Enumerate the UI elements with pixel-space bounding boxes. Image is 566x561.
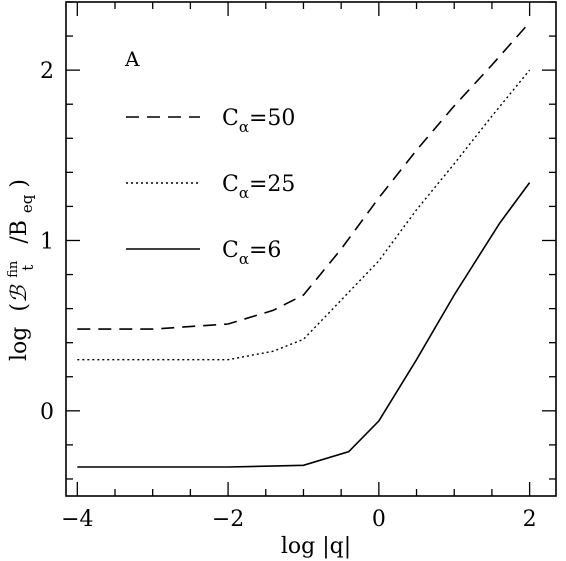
x-tick-label: −2 — [212, 507, 244, 532]
y-axis-label-prefix: log — [7, 327, 32, 361]
legend-entry-label: Cα=50 — [222, 106, 295, 136]
x-tick-label: −4 — [61, 507, 93, 532]
plot-frame — [65, 1, 557, 497]
panel-label: A — [124, 47, 140, 71]
y-tick-label: 2 — [40, 59, 54, 84]
legend-entry-label: Cα=25 — [222, 172, 295, 202]
x-axis-label: log |q| — [281, 534, 351, 559]
y-axis-label: log (ℬ fin t /B eq ) — [0, 179, 39, 361]
y-axis-label-divider-subscript: eq — [18, 194, 36, 213]
y-tick-label: 1 — [40, 229, 54, 254]
y-tick-label: 0 — [40, 400, 54, 425]
y-axis-label-symbol: ℬ — [7, 284, 32, 303]
x-tick-label: 2 — [523, 507, 537, 532]
series-lines — [77, 21, 531, 468]
series-line-solid — [77, 182, 531, 468]
y-axis-label-subscript: t — [19, 265, 37, 271]
x-tick-label: 0 — [372, 507, 386, 532]
axis-ticks — [66, 1, 556, 496]
y-axis-label-divider: /B — [7, 220, 32, 244]
series-line-dashed — [77, 21, 531, 330]
legend: Cα=50 Cα=25 Cα=6 — [126, 106, 295, 268]
legend-entry-label: Cα=6 — [222, 238, 281, 268]
series-line-dotted — [77, 69, 531, 361]
svg-text:log (ℬ fin t: log (ℬ fin t /B eq ) — [0, 179, 39, 361]
tick-labels: −4 −2 0 2 0 1 2 — [40, 59, 537, 532]
